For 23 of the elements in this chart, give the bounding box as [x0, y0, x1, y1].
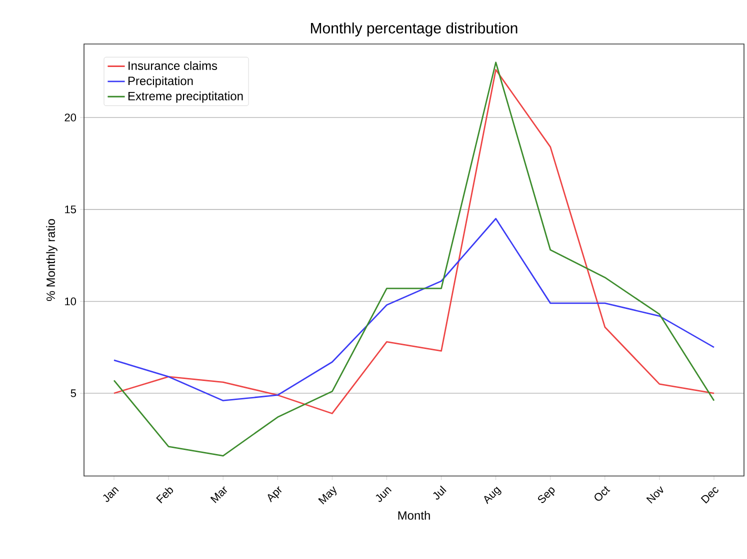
x-tick-label: Nov: [646, 486, 664, 504]
chart-title: Monthly percentage distribution: [311, 22, 518, 36]
x-tick-label: May: [318, 486, 336, 504]
line-series: [113, 218, 715, 402]
y-tick-label: 10: [65, 297, 76, 306]
y-tick-label: 15: [65, 206, 76, 214]
x-tick-label: Jun: [376, 487, 392, 502]
legend-label: Extreme preciptitation: [128, 92, 243, 103]
x-tick-label: Jan: [103, 487, 119, 502]
x-tick-label: Apr: [268, 486, 282, 502]
y-axis-title: % Monthly ratio: [46, 219, 58, 301]
y-tick-label: 20: [64, 114, 76, 122]
x-tick-label: Sep: [538, 487, 555, 503]
x-tick-label: Feb: [156, 488, 174, 504]
x-axis-title: Month: [398, 510, 430, 520]
x-tick-label: Aug: [484, 486, 502, 504]
x-tick-label: Mar: [210, 486, 228, 504]
x-tick-label: Dec: [700, 487, 718, 504]
legend-label: Precipitation: [128, 76, 193, 88]
x-tick-label: Jul: [433, 486, 446, 500]
legend-label: Insurance claims: [128, 61, 218, 70]
x-tick-label: Oct: [594, 486, 610, 501]
y-tick-label: 5: [70, 389, 76, 398]
